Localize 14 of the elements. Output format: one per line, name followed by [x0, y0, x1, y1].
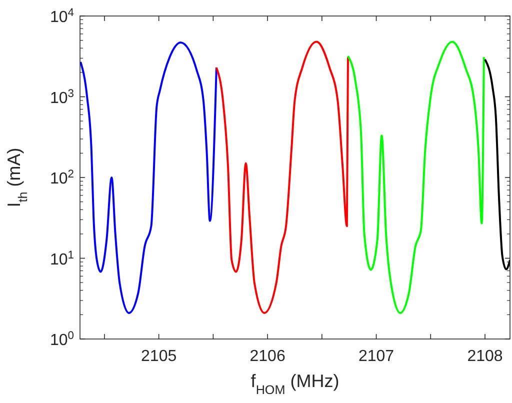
- line-series: [347, 40, 485, 314]
- x-tick-label: 2106: [250, 348, 286, 365]
- line-series: [484, 58, 510, 270]
- y-tick-label: 10$^{3}$: [50, 88, 74, 107]
- x-tick-label: 2107: [358, 348, 394, 365]
- y-tick-label: 10$^{1}$: [50, 249, 74, 268]
- y-tick-label: 10$^{2}$: [50, 168, 74, 188]
- y-tick-label: 10$^{0}$: [50, 330, 74, 349]
- x-axis-title: f$_{HOM}$ (MHz): [250, 371, 340, 397]
- x-tick-label: 2105: [141, 348, 177, 365]
- line-series: [80, 41, 218, 314]
- line-series: [215, 40, 350, 314]
- y-tick-label: 10$^{4}$: [50, 7, 74, 26]
- x-tick-label: 2108: [467, 348, 503, 365]
